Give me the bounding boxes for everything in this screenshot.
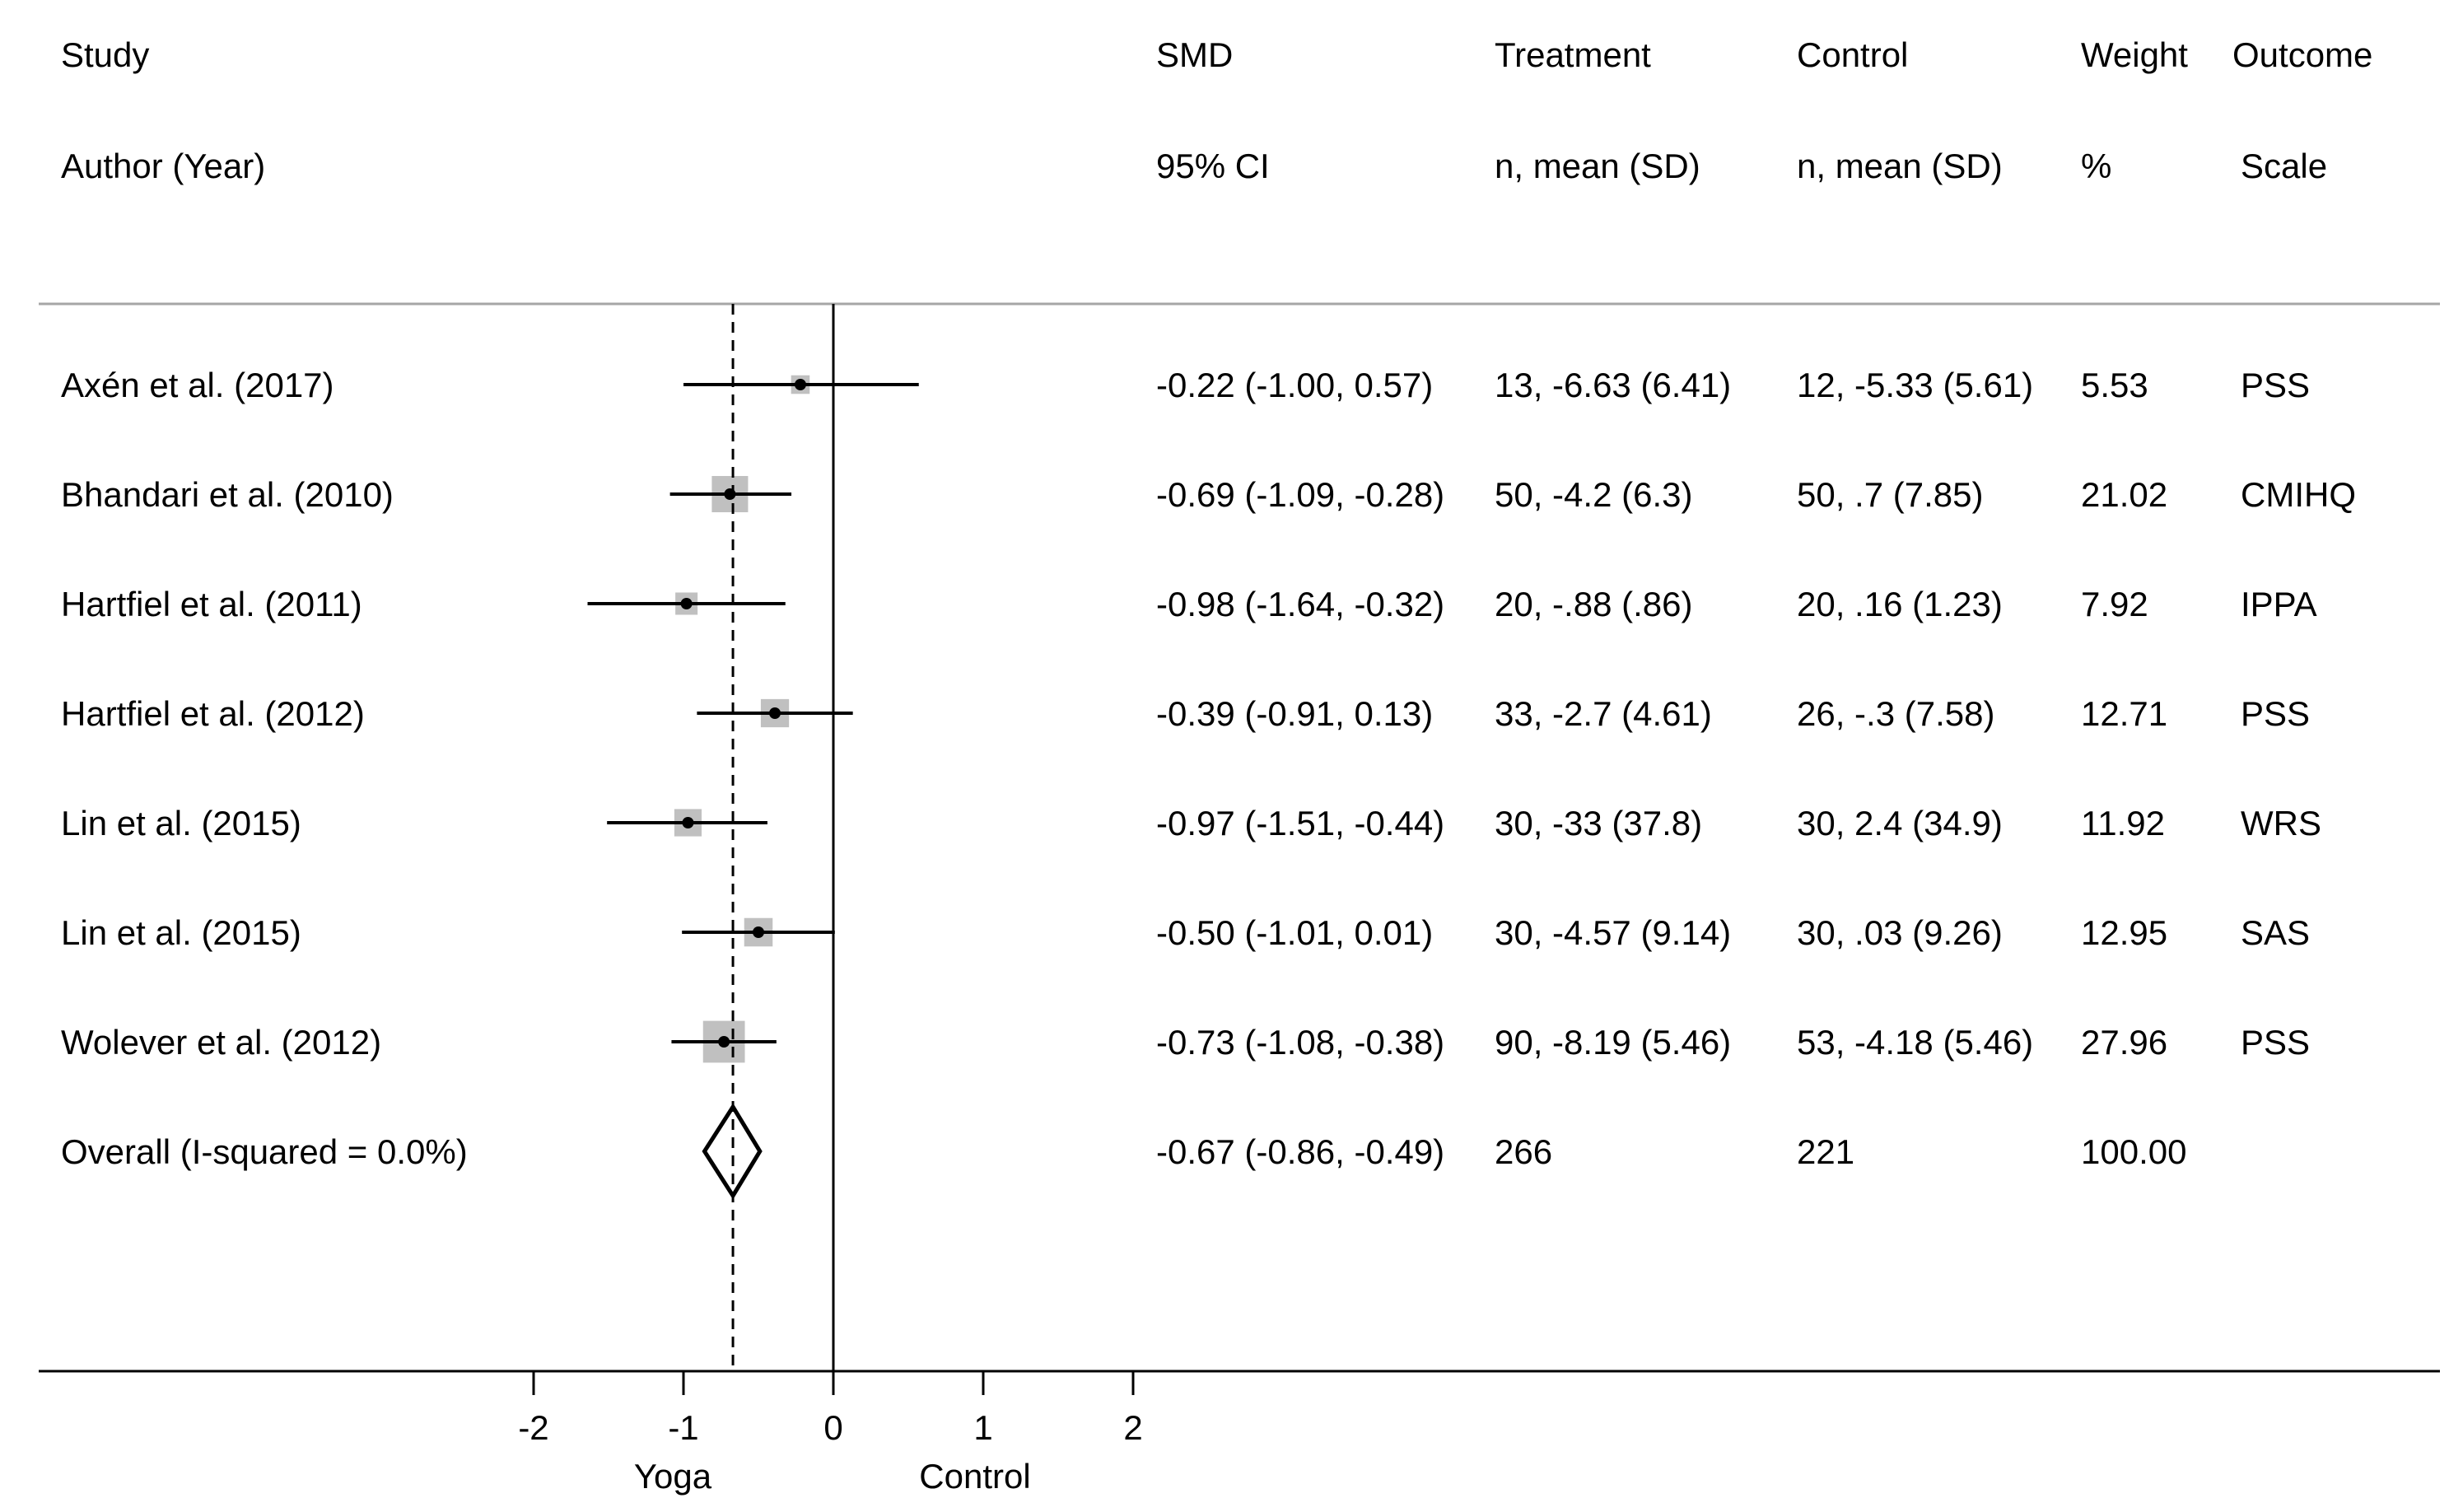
x-tick-label: 0 xyxy=(823,1408,842,1447)
header-control-sub: n, mean (SD) xyxy=(1797,147,2003,185)
overall-smd-ci: -0.67 (-0.86, -0.49) xyxy=(1156,1132,1444,1171)
study-row: Hartfiel et al. (2012) -0.39 (-0.91, 0.13… xyxy=(61,694,2310,733)
point-estimate xyxy=(680,598,693,609)
x-tick-label: 1 xyxy=(973,1408,992,1447)
header-weight-sub: % xyxy=(2081,147,2111,185)
treatment-value: 90, -8.19 (5.46) xyxy=(1495,1023,1731,1062)
overall-row: Overall (I-squared = 0.0%) -0.67 (-0.86, … xyxy=(61,1103,2186,1200)
control-value: 26, -.3 (7.58) xyxy=(1797,694,1994,733)
study-label: Wolever et al. (2012) xyxy=(61,1023,381,1062)
study-label: Hartfiel et al. (2011) xyxy=(61,585,362,623)
weight-value: 21.02 xyxy=(2081,475,2167,514)
column-headers: Study Author (Year) SMD 95% CI Treatment… xyxy=(61,35,2372,185)
weight-value: 12.95 xyxy=(2081,913,2167,952)
overall-treatment-n: 266 xyxy=(1495,1132,1552,1171)
weight-value: 7.92 xyxy=(2081,585,2148,623)
outcome-scale: WRS xyxy=(2241,804,2321,842)
treatment-value: 30, -4.57 (9.14) xyxy=(1495,913,1731,952)
header-weight: Weight xyxy=(2081,35,2188,74)
control-value: 30, .03 (9.26) xyxy=(1797,913,2003,952)
treatment-value: 13, -6.63 (6.41) xyxy=(1495,366,1731,404)
header-treatment: Treatment xyxy=(1495,35,1651,74)
study-label: Lin et al. (2015) xyxy=(61,804,301,842)
weight-value: 5.53 xyxy=(2081,366,2148,404)
x-tick-label: -2 xyxy=(518,1408,548,1447)
favours-control-label: Control xyxy=(919,1457,1030,1496)
favours-yoga-label: Yoga xyxy=(634,1457,712,1496)
control-value: 12, -5.33 (5.61) xyxy=(1797,366,2033,404)
header-outcome: Outcome xyxy=(2232,35,2372,74)
outcome-scale: CMIHQ xyxy=(2241,475,2356,514)
control-value: 20, .16 (1.23) xyxy=(1797,585,2003,623)
smd-ci-value: -0.22 (-1.00, 0.57) xyxy=(1156,366,1433,404)
point-estimate xyxy=(769,707,781,719)
header-control: Control xyxy=(1797,35,1908,74)
study-label: Lin et al. (2015) xyxy=(61,913,301,952)
study-row: Bhandari et al. (2010) -0.69 (-1.09, -0.2… xyxy=(61,475,2356,514)
outcome-scale: PSS xyxy=(2241,694,2310,733)
study-row: Axén et al. (2017) -0.22 (-1.00, 0.57) 13,… xyxy=(61,366,2310,404)
study-label: Hartfiel et al. (2012) xyxy=(61,694,365,733)
plot-axes: -2 -1 0 1 2 xyxy=(39,304,2440,1447)
treatment-value: 30, -33 (37.8) xyxy=(1495,804,1702,842)
study-label: Bhandari et al. (2010) xyxy=(61,475,394,514)
outcome-scale: SAS xyxy=(2241,913,2310,952)
weight-value: 12.71 xyxy=(2081,694,2167,733)
overall-control-n: 221 xyxy=(1797,1132,1854,1171)
overall-weight: 100.00 xyxy=(2081,1132,2186,1171)
outcome-scale: PSS xyxy=(2241,1023,2310,1062)
header-treatment-sub: n, mean (SD) xyxy=(1495,147,1700,185)
weight-value: 11.92 xyxy=(2081,804,2165,842)
study-row: Lin et al. (2015) -0.50 (-1.01, 0.01) 30, … xyxy=(61,913,2310,952)
header-author-year: Author (Year) xyxy=(61,147,265,185)
overall-label: Overall (I-squared = 0.0%) xyxy=(61,1132,468,1171)
smd-ci-value: -0.50 (-1.01, 0.01) xyxy=(1156,913,1433,952)
outcome-scale: PSS xyxy=(2241,366,2310,404)
study-row: Wolever et al. (2012) -0.73 (-1.08, -0.38… xyxy=(61,1020,2310,1063)
overall-diamond xyxy=(702,1103,763,1200)
smd-ci-value: -0.97 (-1.51, -0.44) xyxy=(1156,804,1444,842)
study-label: Axén et al. (2017) xyxy=(61,366,334,404)
control-value: 30, 2.4 (34.9) xyxy=(1797,804,2003,842)
header-95ci: 95% CI xyxy=(1156,147,1270,185)
outcome-scale: IPPA xyxy=(2241,585,2317,623)
point-estimate xyxy=(718,1036,730,1048)
study-row: Hartfiel et al. (2011) -0.98 (-1.64, -0.3… xyxy=(61,585,2317,623)
x-tick-label: -1 xyxy=(668,1408,698,1447)
point-estimate xyxy=(682,817,694,828)
control-value: 53, -4.18 (5.46) xyxy=(1797,1023,2033,1062)
point-estimate xyxy=(753,926,764,938)
header-smd: SMD xyxy=(1156,35,1233,74)
study-rows: Axén et al. (2017) -0.22 (-1.00, 0.57) 13,… xyxy=(61,366,2356,1200)
treatment-value: 33, -2.7 (4.61) xyxy=(1495,694,1712,733)
weight-value: 27.96 xyxy=(2081,1023,2167,1062)
smd-ci-value: -0.69 (-1.09, -0.28) xyxy=(1156,475,1444,514)
smd-ci-value: -0.73 (-1.08, -0.38) xyxy=(1156,1023,1444,1062)
control-value: 50, .7 (7.85) xyxy=(1797,475,1983,514)
header-outcome-sub: Scale xyxy=(2241,147,2327,185)
smd-ci-value: -0.98 (-1.64, -0.32) xyxy=(1156,585,1444,623)
point-estimate xyxy=(794,379,806,390)
treatment-value: 50, -4.2 (6.3) xyxy=(1495,475,1692,514)
study-row: Lin et al. (2015) -0.97 (-1.51, -0.44) 30,… xyxy=(61,804,2321,842)
x-tick-label: 2 xyxy=(1123,1408,1142,1447)
header-study: Study xyxy=(61,35,149,74)
smd-ci-value: -0.39 (-0.91, 0.13) xyxy=(1156,694,1433,733)
treatment-value: 20, -.88 (.86) xyxy=(1495,585,1692,623)
